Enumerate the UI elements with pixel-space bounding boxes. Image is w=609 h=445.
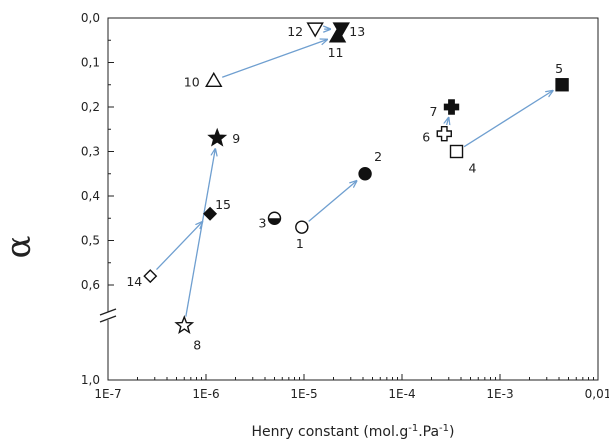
arrow-14-to-15: [156, 222, 203, 271]
axis-break-gap: [104, 312, 112, 320]
x-tick-label: 1E-7: [94, 387, 121, 401]
arrow-8-to-9: [185, 149, 215, 317]
axis-ticks: 1E-7 1E-6 1E-5 1E-4 1E-3 0,01 0,0 0,1 0,2 0,3 0,4 0…: [81, 11, 609, 401]
y-tick-label: 0,2: [81, 100, 100, 114]
arrow-1-to-2: [308, 181, 357, 222]
x-tick-label: 1E-5: [290, 387, 317, 401]
point-10-label: 10: [184, 74, 200, 89]
arrows: [156, 29, 553, 317]
x-axis-title: Henry constant (mol.g-1.Pa-1): [252, 423, 455, 440]
x-tick-label: 1E-4: [388, 387, 415, 401]
point-8-marker: [174, 315, 195, 335]
point-3-label: 3: [259, 215, 267, 230]
axis-break-mark: [99, 315, 117, 323]
point-13-label: 13: [349, 24, 365, 39]
point-14-marker: [143, 269, 158, 284]
y-tick-label: 0,1: [81, 56, 100, 70]
y-tick-label: 0,0: [81, 11, 100, 25]
point-6-marker: [436, 125, 452, 142]
x-tick-label: 1E-3: [486, 387, 513, 401]
point-12-label: 12: [287, 24, 303, 39]
x-tick-label: 1E-6: [192, 387, 219, 401]
point-1-label: 1: [296, 236, 304, 251]
y-tick-label: 0,4: [81, 189, 100, 203]
y-tick-label: 0,5: [81, 234, 100, 248]
point-13-marker: [332, 22, 350, 38]
point-7-marker: [443, 99, 460, 115]
plot-frame: [107, 17, 599, 381]
point-1-marker: [295, 220, 309, 234]
y-tick-label: 0,6: [81, 278, 100, 292]
arrow-10-to-11: [222, 40, 327, 78]
point-15-marker: [203, 206, 218, 221]
data-points: [143, 22, 569, 335]
point-11-label: 11: [328, 45, 344, 60]
arrow-4-to-5: [463, 91, 553, 148]
point-10-marker: [205, 71, 223, 88]
point-6-label: 6: [422, 130, 430, 145]
point-14-label: 14: [126, 274, 142, 289]
point-2-label: 2: [374, 149, 382, 164]
y-tick-label: 1,0: [81, 373, 100, 387]
point-15-label: 15: [215, 197, 231, 212]
point-12-marker: [306, 22, 324, 38]
point-5-marker: [555, 78, 569, 92]
point-4-label: 4: [469, 161, 477, 176]
x-tick-label: 0,01: [585, 387, 609, 401]
y-axis-title: α: [0, 235, 39, 258]
point-2-marker: [358, 167, 372, 181]
point-8-label: 8: [193, 338, 201, 353]
point-9-marker: [207, 127, 228, 147]
point-5-label: 5: [555, 61, 563, 76]
point-9-label: 9: [232, 131, 240, 146]
y-tick-label: 0,3: [81, 145, 100, 159]
arrow-6-to-7: [447, 118, 449, 125]
axis-break-mark: [99, 308, 117, 316]
point-4-marker: [449, 144, 464, 159]
point-7-label: 7: [430, 104, 438, 119]
point-3-marker: [267, 211, 282, 225]
